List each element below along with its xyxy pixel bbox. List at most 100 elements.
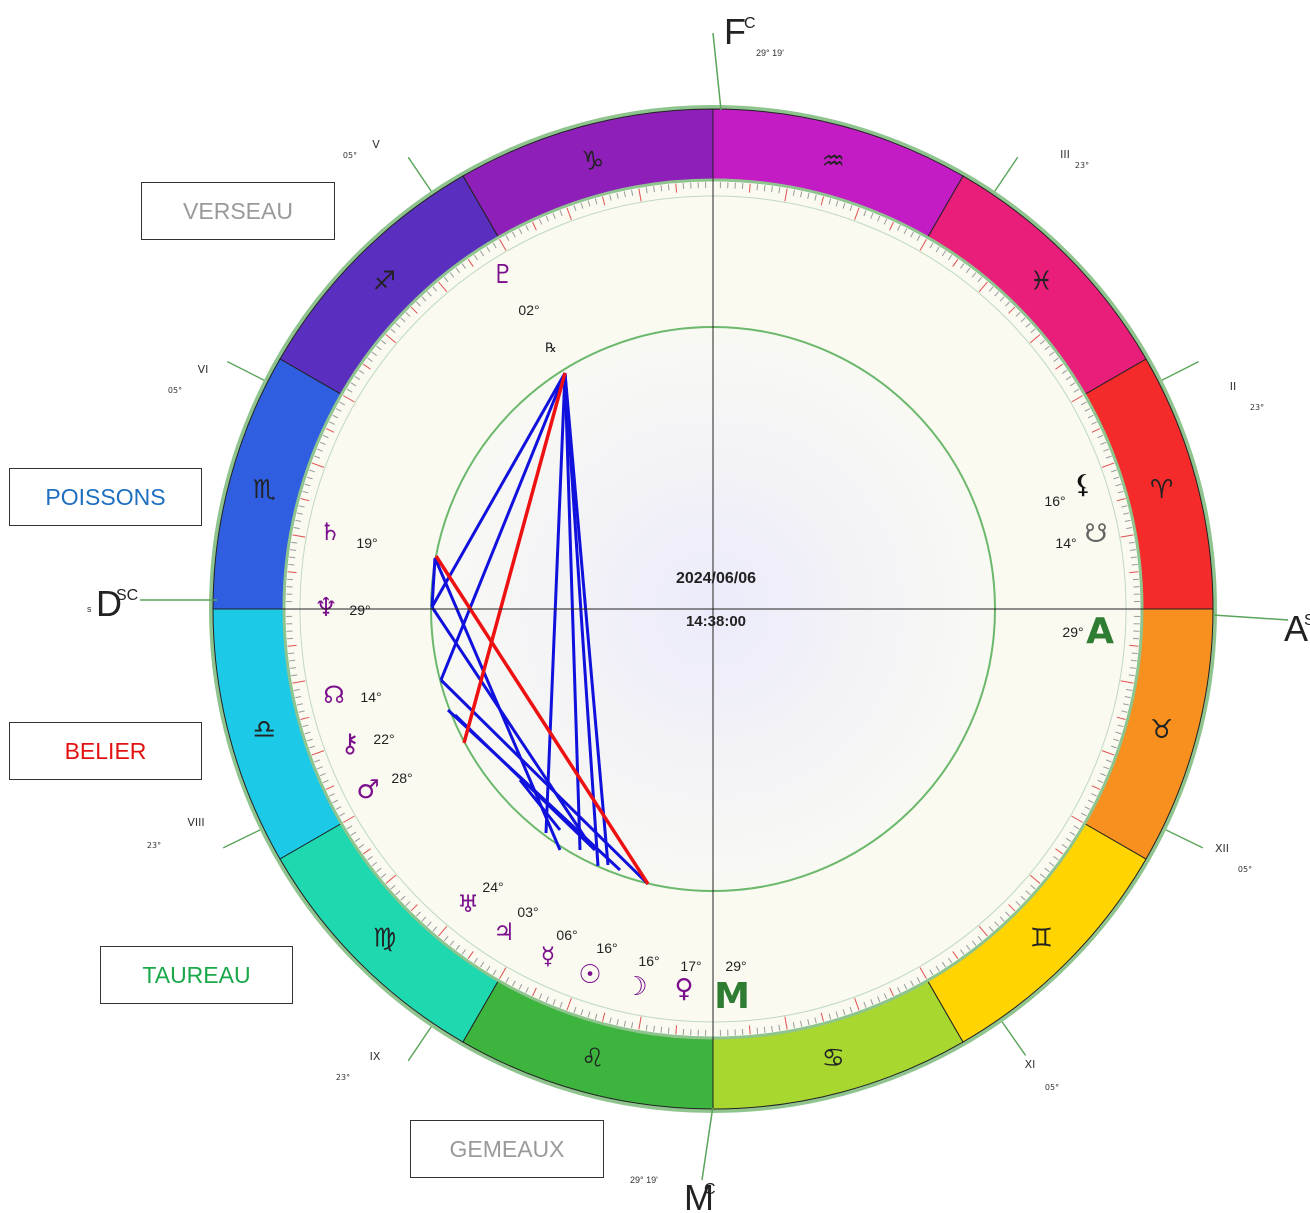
degree-tick: [978, 281, 988, 293]
degree-tick: [480, 961, 485, 968]
degree-tick: [1105, 455, 1112, 459]
degree-tick: [319, 773, 326, 777]
dsc-angle-letter: D: [96, 583, 122, 624]
callout-belier: BELIER: [9, 722, 202, 780]
degree-tick: [1015, 312, 1021, 317]
degree-tick: [525, 987, 529, 994]
degree-tick: [358, 369, 365, 374]
degree-tick: [820, 1012, 824, 1022]
degree-tick: [800, 191, 803, 198]
degree-tick: [416, 301, 421, 307]
degree-tick: [889, 987, 894, 997]
degree-tick: [1100, 773, 1107, 777]
degree-tick: [288, 652, 295, 655]
planet-markers: ♇02° ♄ 19° ♆ 29° ☊ 14° ⚷ 22° ♂ 28° ♅24° ♃03° ☿06° ☉ 16°…: [314, 260, 1114, 1017]
degree-tick: [421, 916, 427, 922]
degree-tick: [405, 312, 411, 317]
degree-tick: [842, 1009, 846, 1016]
degree-tick: [443, 276, 449, 283]
degree-tick: [292, 534, 306, 538]
lilith-degree: 16°: [1044, 493, 1065, 509]
degree-tick: [623, 191, 626, 198]
libra-icon: ♎: [253, 715, 276, 745]
callout-taureau: TAUREAU: [100, 946, 293, 1004]
degree-tick: [538, 993, 543, 1000]
degree-tick: [295, 519, 302, 522]
callout-gemeaux: GEMEAUX: [410, 1120, 604, 1178]
degree-tick: [1020, 317, 1026, 323]
degree-tick: [971, 940, 977, 946]
degree-tick: [1110, 745, 1117, 749]
degree-tick: [432, 926, 438, 932]
saturn-degree: 19°: [356, 535, 377, 551]
degree-tick: [302, 490, 309, 494]
degree-tick: [828, 198, 832, 205]
degree-tick: [748, 1025, 751, 1035]
house-numeral: II: [1230, 380, 1237, 393]
degree-tick: [910, 980, 914, 987]
degree-tick: [870, 212, 874, 219]
aries-icon: ♈: [1150, 475, 1173, 505]
degree-tick: [835, 200, 839, 207]
degree-tick: [1131, 563, 1138, 566]
mercury-degree: 06°: [556, 927, 577, 943]
degree-tick: [792, 1022, 795, 1029]
house-degree: 05°: [343, 151, 357, 160]
degree-tick: [362, 363, 371, 370]
aspect-line-red: [462, 372, 567, 744]
degree-tick: [609, 1017, 612, 1024]
house-numeral: VI: [198, 363, 209, 376]
asc-point-icon: A: [1086, 611, 1114, 652]
degree-tick: [948, 957, 953, 964]
degree-tick: [367, 856, 373, 861]
house-degree: 05°: [1238, 865, 1252, 874]
fc-angle-letter: F: [724, 11, 746, 52]
house-degree: 23°: [1075, 161, 1089, 170]
degree-tick: [977, 935, 983, 942]
degree-tick: [486, 246, 491, 253]
degree-tick: [287, 571, 297, 574]
degree-tick: [332, 414, 339, 419]
degree-tick: [638, 188, 642, 202]
venus-degree: 17°: [680, 958, 701, 974]
aspect-line-red: [434, 555, 650, 885]
degree-tick: [416, 911, 421, 917]
degree-tick: [1069, 831, 1076, 836]
degree-tick: [492, 969, 497, 976]
degree-tick: [1097, 434, 1104, 439]
degree-tick: [1084, 408, 1091, 412]
degree-tick: [771, 186, 773, 193]
house-degree: 05°: [168, 386, 182, 395]
degree-tick: [756, 184, 759, 191]
degree-tick: [587, 1011, 591, 1018]
degree-tick: [814, 194, 817, 201]
degree-tick: [965, 267, 971, 274]
degree-tick: [566, 207, 572, 221]
degree-tick: [405, 901, 411, 906]
house-degree: 23°: [1250, 403, 1264, 412]
degree-tick: [316, 448, 323, 452]
degree-tick: [1128, 541, 1135, 544]
pluto-degree: 02°: [518, 302, 539, 318]
degree-tick: [314, 455, 321, 459]
lilith-icon: ⚸: [1073, 470, 1092, 500]
degree-tick: [295, 696, 302, 699]
aspect-line-blue: [563, 372, 610, 866]
degree-tick: [638, 1016, 642, 1030]
degree-tick: [532, 987, 537, 997]
degree-tick: [903, 983, 908, 990]
degree-tick: [354, 376, 361, 381]
degree-tick: [602, 1012, 606, 1022]
taurus-icon: ♉: [1150, 715, 1173, 745]
callout-belier-label: BELIER: [64, 737, 147, 764]
degree-tick: [1029, 874, 1041, 884]
degree-tick: [910, 231, 914, 238]
degree-tick: [461, 263, 466, 269]
degree-tick: [449, 272, 455, 278]
scorpio-icon: ♏: [253, 475, 276, 505]
degree-tick: [1116, 498, 1126, 502]
degree-tick: [545, 215, 549, 222]
degree-tick: [653, 1025, 655, 1032]
leo-icon: ♌: [581, 1044, 604, 1074]
